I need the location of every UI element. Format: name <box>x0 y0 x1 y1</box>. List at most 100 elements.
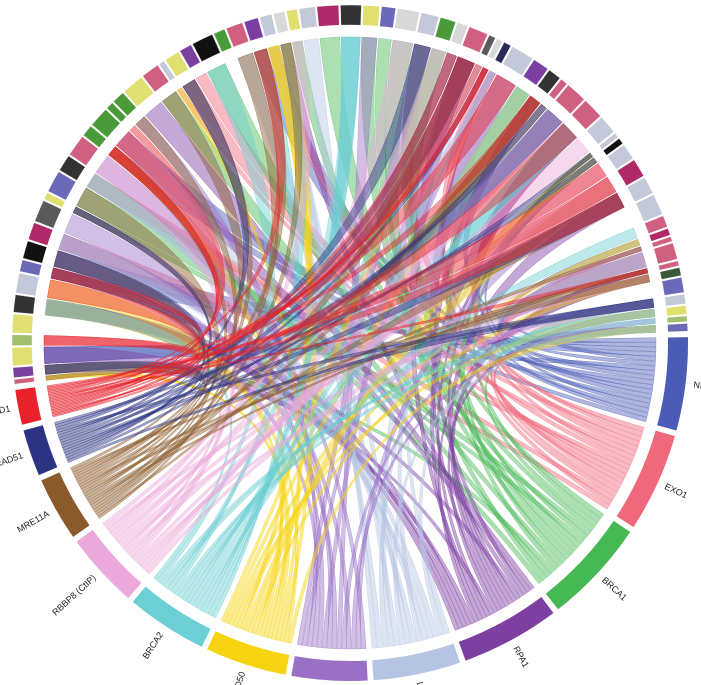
mirna-segment <box>416 12 440 37</box>
chord <box>86 173 429 641</box>
mirna-segment <box>19 259 43 276</box>
mirna-segment <box>43 192 66 208</box>
mirna-segment <box>537 69 561 95</box>
mirna-segment <box>225 22 249 48</box>
mirna-segment <box>653 242 678 265</box>
chord <box>303 38 412 645</box>
mirna-segment <box>340 4 362 26</box>
gene-arc <box>372 643 461 681</box>
chords <box>43 36 657 650</box>
chord <box>48 131 223 400</box>
mirna-segment <box>435 17 456 42</box>
mirna-segment <box>661 276 685 296</box>
mirna-segment <box>179 44 201 69</box>
mirna-segment <box>34 200 62 229</box>
gene-label: NBN (NBS1) <box>693 380 701 396</box>
mirna-segment <box>450 22 468 46</box>
ring <box>11 4 689 681</box>
chord <box>46 267 201 388</box>
gene-arc <box>657 337 689 431</box>
mirna-segment <box>522 59 549 86</box>
mirna-segment <box>571 100 601 130</box>
mirna-segment <box>462 26 488 53</box>
gene-label: POLD1 <box>0 403 11 418</box>
gene-label: RBBP8 (CtIP) <box>50 573 98 618</box>
chord <box>44 361 203 451</box>
gene-arc <box>545 520 631 610</box>
mirna-segment <box>658 260 680 271</box>
mirna-segment <box>142 64 170 93</box>
chord <box>319 36 595 532</box>
mirna-segment <box>659 267 682 280</box>
mirna-segment <box>648 228 671 242</box>
mirna-segment <box>555 84 585 115</box>
mirna-segment <box>22 240 48 264</box>
mirna-segment <box>480 34 496 57</box>
mirna-segment <box>602 138 624 156</box>
mirna-segment <box>286 8 301 31</box>
chord <box>47 74 516 391</box>
gene-label: EXO1 <box>663 481 689 500</box>
mirna-segment <box>394 8 420 33</box>
mirna-segment <box>47 171 77 201</box>
mirna-segment <box>362 5 381 27</box>
chord <box>156 63 275 584</box>
chord <box>43 346 476 625</box>
gene-label: RAD51 <box>0 450 24 469</box>
mirna-segment <box>664 293 686 307</box>
chord <box>177 227 638 599</box>
mirna-segment <box>91 109 121 138</box>
mirna-segment <box>12 365 34 378</box>
gene-arc <box>15 387 42 425</box>
gene-arc <box>616 430 675 528</box>
mirna-segment <box>298 6 318 29</box>
mirna-segment <box>59 155 86 181</box>
gene-arc <box>76 529 142 599</box>
chord <box>66 103 547 461</box>
mirna-segment <box>259 13 277 37</box>
gene-arc <box>458 596 554 661</box>
mirna-segment <box>488 38 503 60</box>
mirna-segment <box>15 272 40 297</box>
mirna-segment <box>83 125 107 148</box>
chord <box>46 176 617 389</box>
chord <box>51 63 482 412</box>
chord <box>47 163 607 392</box>
gene-arc <box>23 425 58 476</box>
mirna-segment <box>165 51 189 77</box>
mirna-segment <box>502 46 533 76</box>
mirna-segment <box>644 215 668 234</box>
mirna-segment <box>665 305 687 317</box>
chord <box>48 268 649 398</box>
chord <box>65 206 211 458</box>
mirna-segment <box>379 6 396 29</box>
mirna-segment <box>158 60 176 81</box>
chord <box>114 70 496 543</box>
gene-arc <box>41 472 90 537</box>
gene-arc <box>207 631 290 675</box>
chord <box>54 157 598 426</box>
mirna-segment <box>626 177 654 203</box>
gene-label: LIG1 <box>415 681 429 685</box>
mirna-segment <box>548 78 568 100</box>
chord <box>160 318 656 587</box>
mirna-segment <box>213 28 233 53</box>
mirna-segment <box>11 346 33 367</box>
chord <box>174 324 657 597</box>
mirna-segment <box>243 17 264 42</box>
mirna-segment <box>607 144 634 170</box>
mirna-segment <box>494 41 512 64</box>
chord <box>145 101 535 591</box>
gene-label: BRCA1 <box>600 575 629 603</box>
mirna-segment <box>666 315 688 324</box>
gene-arc <box>132 586 211 647</box>
mirna-segment <box>586 117 615 145</box>
chord <box>146 252 647 575</box>
gene-label: MRE11A <box>15 508 51 534</box>
mirna-segment <box>11 334 33 346</box>
chord <box>235 238 641 629</box>
chord <box>55 43 431 431</box>
mirna-segment <box>11 313 34 334</box>
gene-arc <box>291 656 368 681</box>
